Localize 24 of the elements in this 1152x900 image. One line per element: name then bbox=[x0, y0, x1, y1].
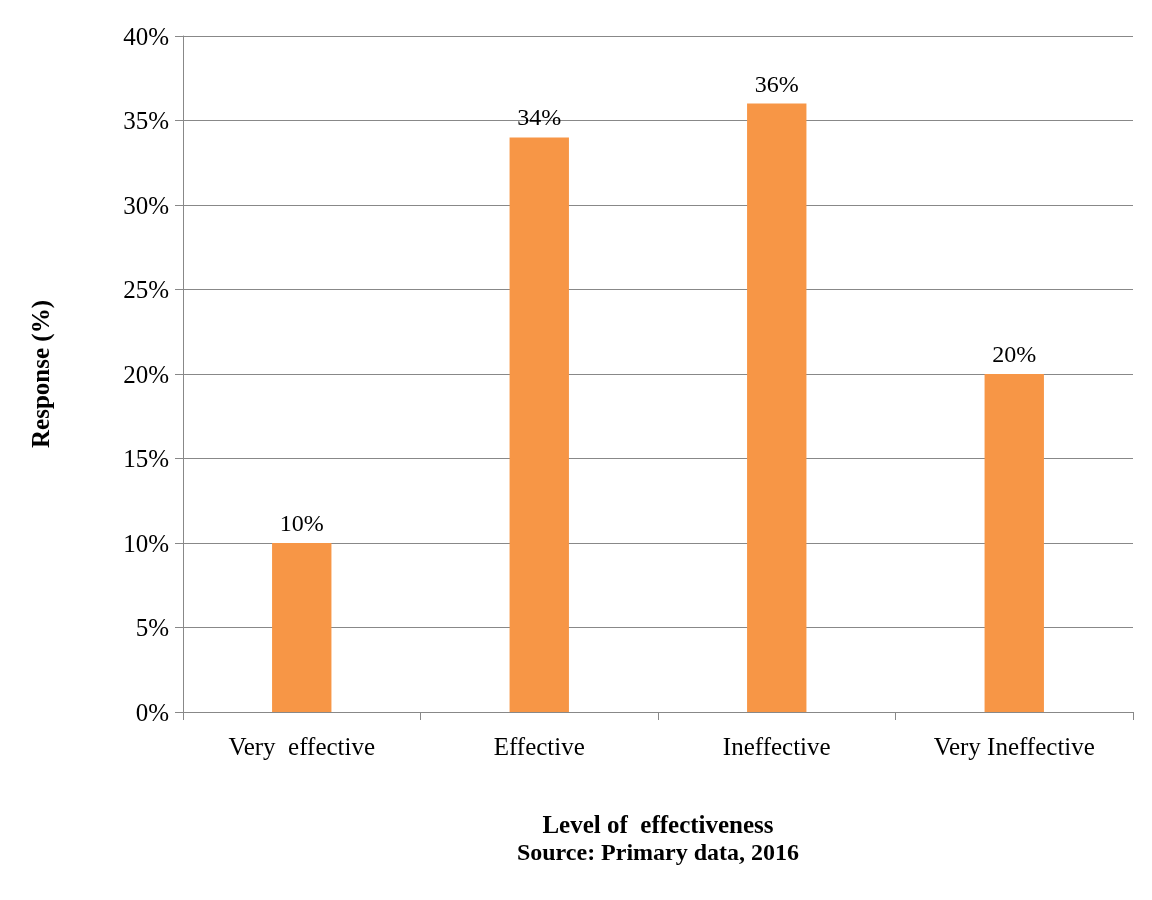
y-axis-title: Response (%) bbox=[27, 300, 55, 448]
y-tick-label: 25% bbox=[123, 276, 169, 303]
x-axis-title: Level of effectiveness bbox=[542, 811, 774, 838]
y-tick-label: 15% bbox=[123, 445, 169, 472]
y-tick-label: 40% bbox=[123, 22, 169, 50]
x-tick-label: Ineffective bbox=[722, 733, 831, 760]
data-label: 36% bbox=[754, 70, 799, 97]
x-tick-label: Very Ineffective bbox=[933, 733, 1095, 760]
x-tick-label: Very effective bbox=[228, 733, 376, 760]
data-label: 34% bbox=[517, 104, 562, 131]
data-label: 20% bbox=[992, 341, 1037, 367]
bar bbox=[272, 543, 332, 712]
y-tick-label: 0% bbox=[135, 698, 169, 726]
source-note: Source: Primary data, 2016 bbox=[516, 839, 800, 865]
bar bbox=[984, 374, 1044, 712]
y-tick-label: 35% bbox=[123, 107, 169, 134]
y-tick-label: 10% bbox=[123, 529, 169, 557]
data-label: 10% bbox=[279, 510, 324, 536]
y-tick-label: 20% bbox=[123, 360, 169, 388]
x-tick-label: Effective bbox=[493, 733, 585, 760]
bar bbox=[747, 103, 807, 712]
y-tick-label: 30% bbox=[123, 191, 169, 219]
bar bbox=[509, 137, 569, 712]
y-tick-label: 5% bbox=[135, 614, 169, 641]
